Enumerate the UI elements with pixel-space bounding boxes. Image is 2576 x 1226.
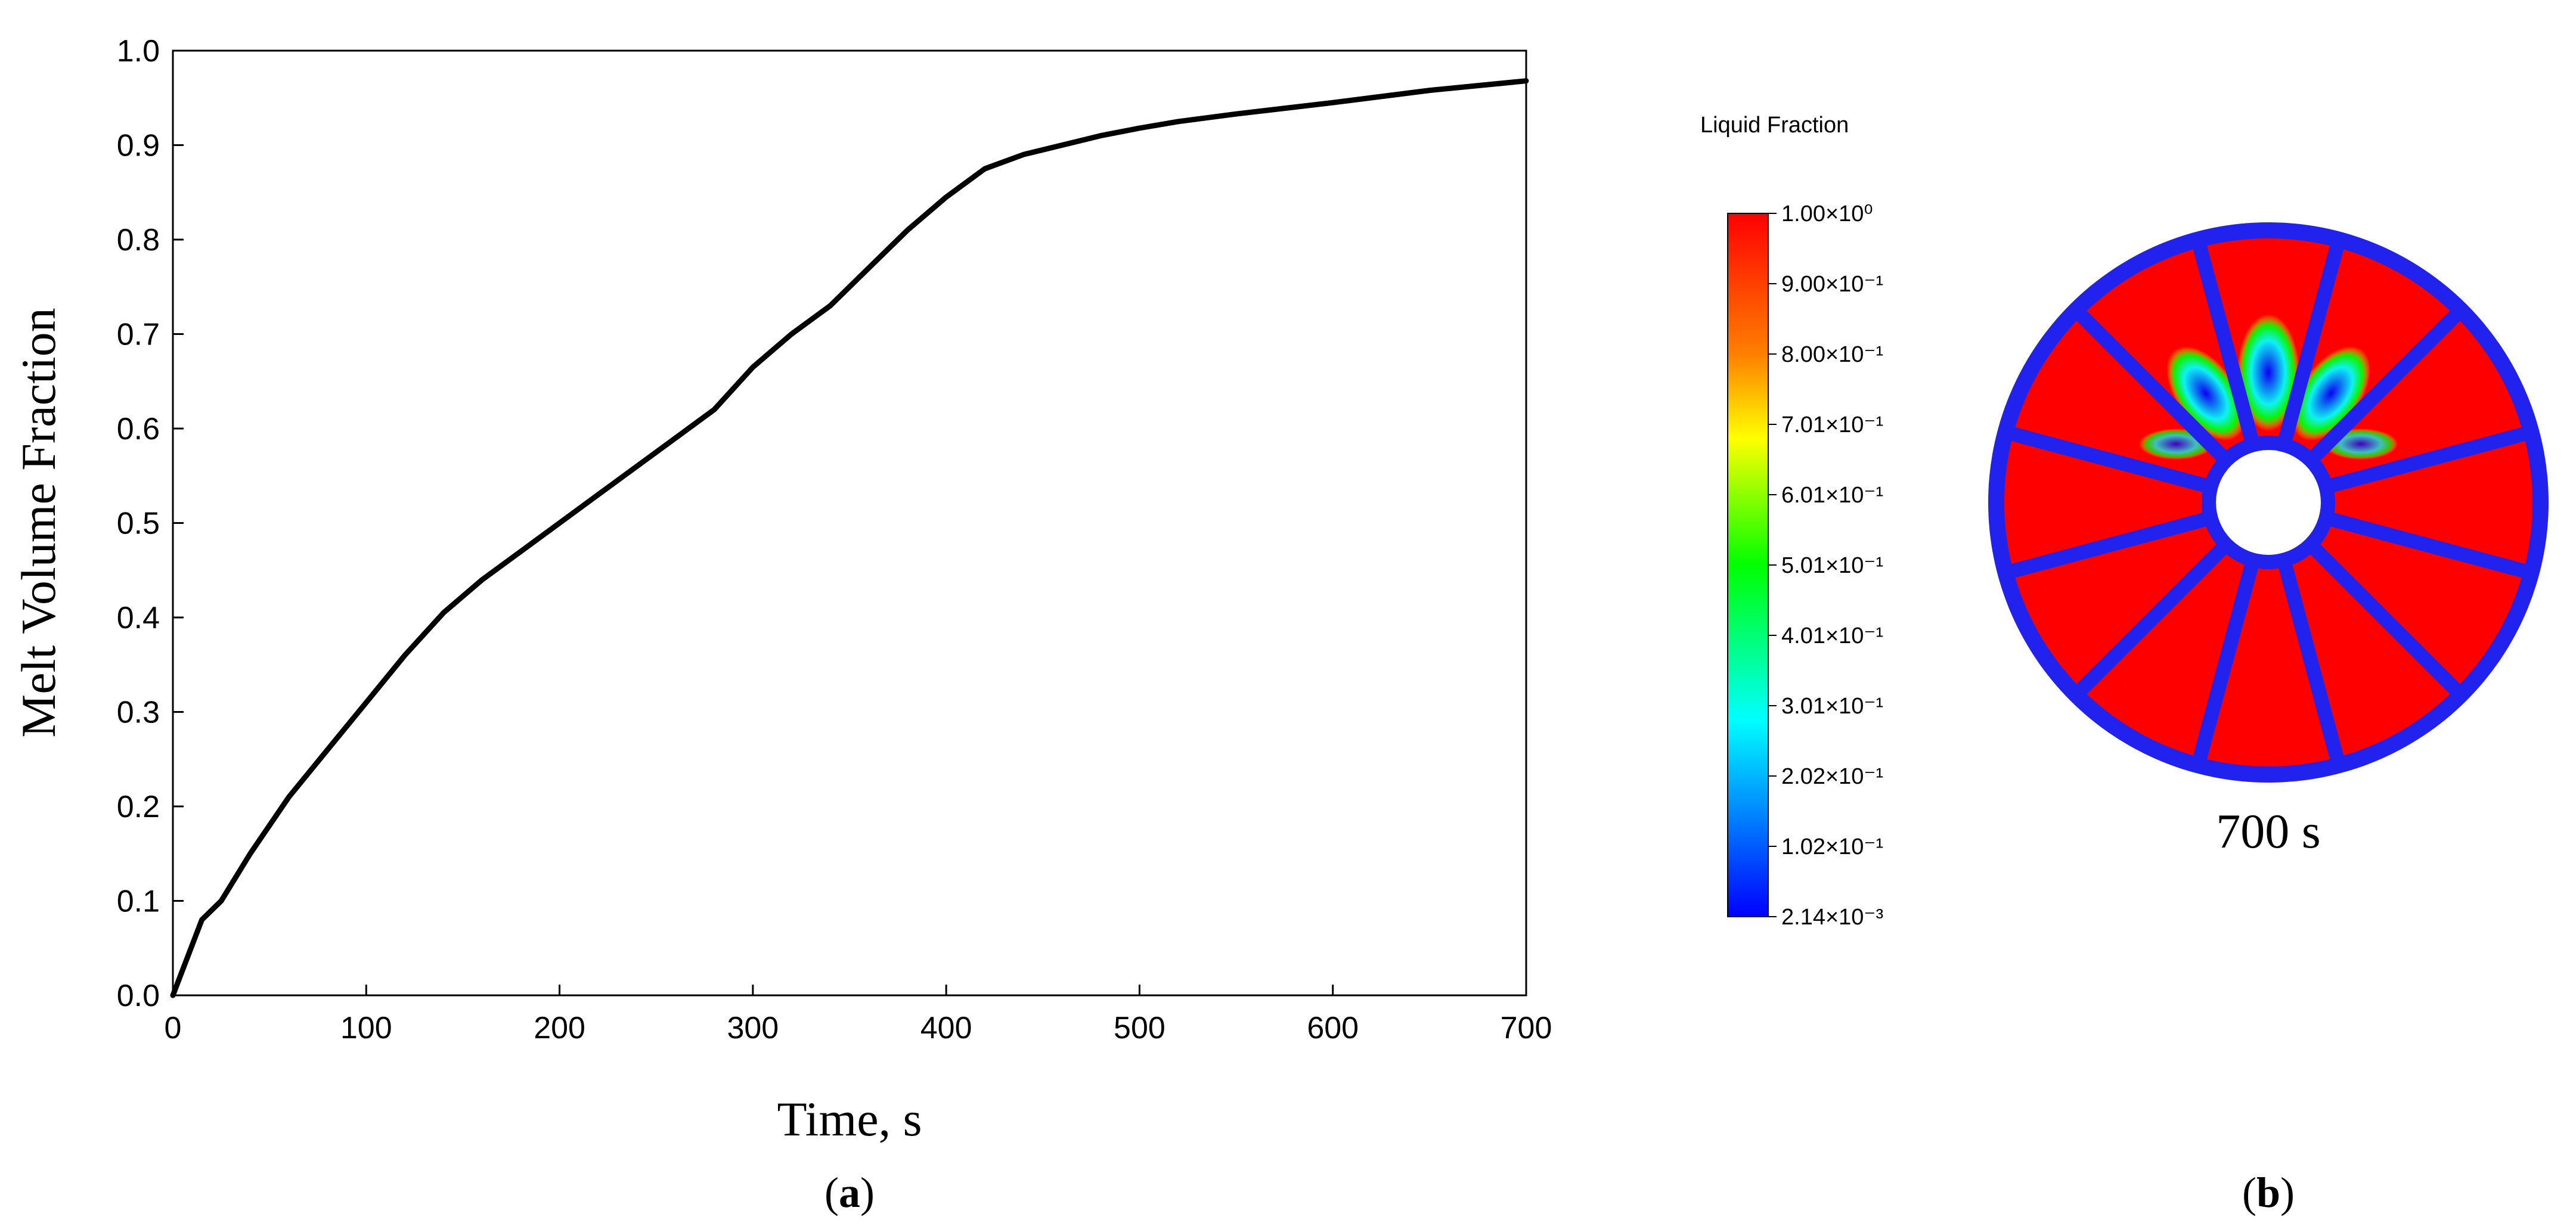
panel-label-b: (b): [2242, 1169, 2295, 1216]
y-tick-label: 0.4: [117, 601, 160, 635]
fin: [2004, 425, 2213, 494]
y-tick-label: 0.8: [117, 223, 160, 257]
colorbar-title: Liquid Fraction: [1700, 113, 1849, 138]
y-tick-label: 0.6: [117, 412, 160, 446]
x-tick-label: 700: [1501, 1011, 1552, 1045]
inner-tube: [2216, 450, 2321, 555]
x-axis-title: Time, s: [777, 1092, 922, 1146]
y-tick-label: 0.7: [117, 318, 160, 352]
panel-label-a: (a): [824, 1169, 875, 1216]
fin: [2191, 558, 2260, 766]
colorbar-tick-label: 1.00×10⁰: [1781, 201, 1873, 226]
y-axis-ticks: 0.0 0.1 0.2 0.3 0.4 0.5 0.6 0.7 0.8 0.9 1.0: [117, 34, 184, 1013]
x-tick-label: 0: [165, 1011, 182, 1045]
y-tick-label: 1.0: [117, 34, 160, 69]
fin: [2324, 511, 2532, 580]
x-tick-label: 500: [1114, 1011, 1165, 1045]
line-chart-panel: 0 100 200 300 400 500 600 700 0.00.10.20.30.40.…: [11, 34, 1552, 1216]
colorbar-tick-label: 7.01×10⁻¹: [1781, 412, 1883, 437]
x-tick-label: 100: [340, 1011, 392, 1045]
y-tick-label: 0.5: [117, 507, 160, 541]
colorbar-tick-label: 2.02×10⁻¹: [1781, 764, 1883, 789]
y-tick-label: 0.2: [117, 790, 160, 824]
plot-frame: [172, 49, 1527, 997]
fin: [2277, 558, 2346, 766]
y-tick-label: 0.1: [117, 884, 160, 919]
time-label: 700 s: [2216, 804, 2320, 858]
fin: [2277, 238, 2346, 447]
colorbar-ticks: 1.00×10⁰ 9.00×10⁻¹ 8.00×10⁻¹ 7.01×10⁻¹ 6.01×…: [1768, 201, 1883, 930]
y-tick-label: 0.0: [117, 979, 160, 1013]
melt-fraction-line: [170, 78, 1529, 998]
y-tick-label: 0.3: [117, 696, 160, 730]
contour-panel: Liquid Fraction 1.00×10⁰ 9.00×10⁻¹ 8.00×10…: [1700, 113, 2549, 1216]
x-tick-label: 600: [1307, 1011, 1359, 1045]
fin: [2191, 238, 2260, 447]
x-tick-label: 200: [534, 1011, 585, 1045]
fin: [2004, 511, 2213, 580]
fin: [2305, 539, 2466, 700]
x-tick-label: 400: [920, 1011, 972, 1045]
colorbar-tick-label: 4.01×10⁻¹: [1781, 623, 1883, 648]
fin: [2324, 425, 2532, 494]
y-tick-label: 0.9: [117, 129, 160, 163]
colorbar-tick-label: 8.00×10⁻¹: [1781, 342, 1883, 367]
colorbar-tick-label: 5.01×10⁻¹: [1781, 553, 1883, 578]
fin: [2305, 305, 2466, 465]
colorbar-tick-label: 6.01×10⁻¹: [1781, 483, 1883, 508]
x-axis-ticks: 0 100 200 300 400 500 600 700: [165, 985, 1552, 1045]
colorbar-tick-label: 1.02×10⁻¹: [1781, 834, 1883, 859]
colorbar: [1727, 213, 1769, 917]
colorbar-tick-label: 9.00×10⁻¹: [1781, 272, 1883, 297]
fin: [2071, 305, 2231, 465]
colorbar-tick-label: 3.01×10⁻¹: [1781, 694, 1883, 719]
fin: [2071, 539, 2231, 700]
liquid-fraction-contour: [1988, 222, 2549, 783]
x-tick-label: 300: [727, 1011, 779, 1045]
fins: [2004, 238, 2532, 766]
y-axis-title: Melt Volume Fraction: [11, 308, 66, 737]
colorbar-tick-label: 2.14×10⁻³: [1781, 905, 1883, 930]
